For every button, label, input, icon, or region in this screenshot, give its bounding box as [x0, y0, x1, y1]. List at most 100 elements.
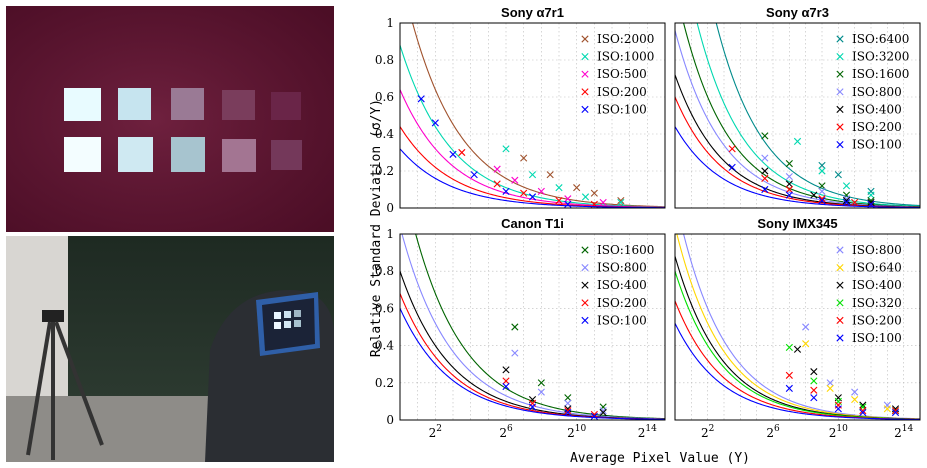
series-line [400, 45, 665, 208]
legend-label: ISO:200 [852, 313, 902, 327]
data-point [802, 340, 810, 348]
x-tick-label: 22 [429, 424, 442, 440]
y-tick-label: 0.6 [375, 90, 394, 104]
legend-marker [836, 299, 844, 307]
plot-frame [674, 233, 921, 421]
legend-marker [836, 88, 844, 96]
data-point [564, 195, 572, 203]
data-point [761, 185, 769, 194]
data-point [793, 137, 802, 145]
legend-label: ISO:100 [852, 138, 902, 152]
curves [675, 234, 920, 420]
data-point [564, 407, 572, 415]
data-point [493, 180, 501, 188]
legend-label: ISO:400 [852, 278, 902, 292]
data-point [818, 161, 826, 170]
y-tick-label: 0 [386, 413, 394, 427]
data-point [785, 160, 793, 168]
legend-label: ISO:800 [852, 85, 902, 99]
data-point [555, 197, 563, 205]
data-point [785, 371, 793, 379]
data-point [818, 195, 826, 203]
data-point [834, 405, 842, 413]
legend-label: ISO:1600 [597, 243, 654, 257]
legend-marker [581, 316, 589, 324]
data-point [555, 184, 563, 192]
data-point [590, 410, 598, 419]
data-point [564, 200, 572, 208]
legend-label: ISO:320 [852, 296, 902, 310]
data-point [867, 198, 875, 207]
y-axis-label: Relative Standard Deviation (σ/Y) [369, 99, 384, 357]
y-tick-label: 0 [386, 201, 394, 215]
data-point [581, 193, 590, 201]
patch [271, 140, 302, 170]
data-point [417, 95, 425, 103]
series-line [696, 23, 920, 207]
plot-frame [399, 233, 666, 421]
series-line [412, 23, 665, 208]
legend-marker [581, 53, 589, 61]
y-tick-label: 0.8 [375, 53, 394, 67]
data-point [470, 171, 478, 179]
chart-title: Canon T1i [501, 216, 564, 231]
data-point [851, 388, 859, 396]
data-point [851, 198, 859, 207]
data-point [818, 197, 826, 205]
chart-panel: 0 0.2 0.4 0.6 0.8 1 Sony α7r1 ISO:2000 ISO:1000 I… [375, 5, 666, 215]
data-point [590, 412, 598, 420]
data-point [826, 379, 834, 387]
legend-marker [581, 299, 589, 307]
data-point [511, 323, 519, 331]
y-tick-label: 0.4 [375, 339, 394, 353]
series-line [415, 234, 665, 420]
patch [171, 88, 204, 120]
legend-label: ISO:2000 [597, 32, 654, 46]
legend-label: ISO:6400 [852, 32, 909, 46]
data-point [617, 197, 625, 205]
x-tick-label: 22 [701, 424, 714, 440]
legend-marker [836, 35, 844, 43]
data-point [826, 384, 834, 392]
plot-frame [399, 22, 666, 209]
data-point [842, 197, 851, 205]
noise-figure: Relative Standard Deviation (σ/Y) Averag… [369, 5, 921, 466]
x-tick-label: 210 [567, 424, 586, 440]
legend-label: ISO:640 [852, 261, 902, 275]
legend-label: ISO:100 [597, 102, 647, 116]
data-point [802, 323, 810, 331]
data-point [842, 198, 851, 207]
legend-marker [836, 53, 844, 61]
data-point [891, 408, 900, 417]
legend-marker [836, 105, 844, 113]
legend-marker [836, 141, 844, 149]
legend-label: ISO:800 [597, 261, 647, 275]
chart-panel: 0 0.2 0.4 0.6 0.8 1 22 26 210 214 Canon T1i ISO:160… [375, 216, 666, 440]
data-point [785, 191, 793, 199]
legend-marker [836, 334, 844, 342]
legend-label: ISO:3200 [852, 50, 909, 64]
chart-title: Sony α7r3 [766, 5, 829, 20]
data-point [564, 394, 572, 402]
y-tick-label: 0.6 [375, 301, 394, 315]
data-point [537, 379, 545, 387]
data-point [818, 182, 826, 190]
data-point [818, 187, 826, 195]
data-point [458, 148, 466, 157]
data-point [883, 405, 891, 413]
data-point [564, 399, 572, 407]
legend-label: ISO:200 [597, 296, 647, 310]
plot-area [400, 23, 665, 208]
y-tick-label: 0.4 [375, 127, 394, 141]
x-tick-label: 210 [829, 424, 848, 440]
y-tick-label: 1 [386, 16, 394, 30]
data-point [785, 172, 793, 181]
legend-marker [836, 246, 844, 254]
data-point [810, 191, 818, 199]
series-line [675, 323, 920, 420]
setup-photo [6, 236, 334, 462]
y-tick-label: 0.2 [375, 164, 394, 178]
data-point [867, 200, 875, 208]
patch [271, 92, 301, 120]
data-point [793, 345, 802, 353]
